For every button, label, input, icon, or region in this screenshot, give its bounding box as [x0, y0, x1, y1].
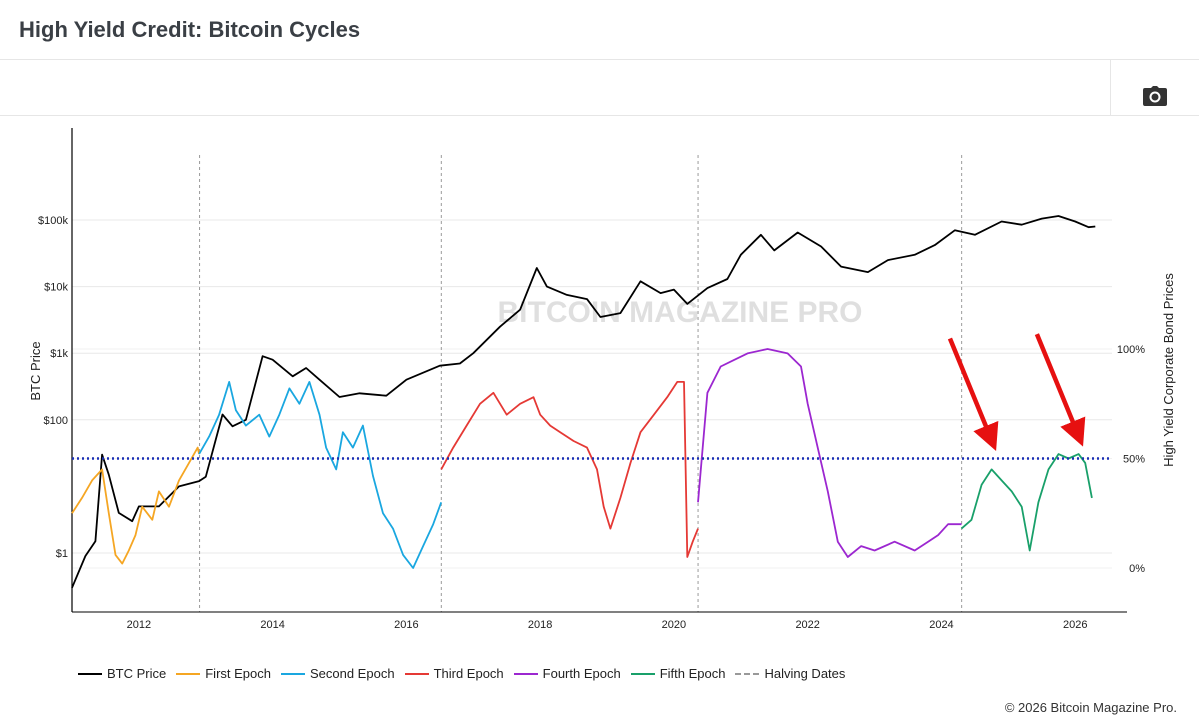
legend-label: Fifth Epoch	[659, 666, 726, 681]
legend-item-first-epoch[interactable]: First Epoch	[176, 666, 271, 681]
watermark-logo: BITCOIN MAGAZINE PRO	[498, 296, 863, 329]
chart-header: High Yield Credit: Bitcoin Cycles	[0, 0, 1199, 60]
x-tick-label: 2018	[528, 619, 552, 631]
horizontal-gridlines	[72, 219, 1112, 569]
legend-label: Second Epoch	[309, 666, 395, 681]
legend-swatch	[176, 672, 201, 675]
y-axis-label-left: BTC Price	[28, 341, 43, 400]
legend-label: BTC Price	[107, 666, 167, 681]
series-lines	[71, 215, 1096, 589]
x-tick-label: 2012	[127, 619, 151, 631]
legend-swatch	[78, 672, 102, 675]
legend-label: Fourth Epoch	[542, 666, 621, 681]
legend-item-btc-price[interactable]: BTC Price	[78, 666, 166, 681]
y-tick-label-right: 50%	[1123, 454, 1145, 466]
toolbar-divider	[1110, 60, 1111, 116]
series-line-second-epoch	[198, 381, 443, 569]
series-line-first-epoch	[71, 446, 200, 565]
annotation-arrow	[1034, 333, 1086, 447]
x-tick-label: 2024	[929, 619, 953, 631]
y-axis-label-right: High Yield Corporate Bond Prices	[1161, 273, 1176, 467]
series-line-third-epoch	[440, 381, 699, 558]
legend-label: Halving Dates	[764, 666, 846, 681]
x-tick-label: 2020	[662, 619, 686, 631]
legend-item-halving-dates[interactable]: Halving Dates	[735, 666, 845, 681]
y-tick-label-left: $100k	[38, 215, 68, 227]
series-line-btc-price	[71, 215, 1096, 589]
y-tick-label-left: $10k	[44, 282, 68, 294]
x-tick-label: 2014	[260, 619, 284, 631]
y-tick-label-left: $1k	[50, 348, 68, 360]
x-tick-label: 2026	[1063, 619, 1087, 631]
watermark-text: BITCOIN MAGAZINE PRO	[498, 296, 863, 329]
legend-item-fourth-epoch[interactable]: Fourth Epoch	[513, 666, 621, 681]
y-tick-label-right: 0%	[1129, 563, 1145, 575]
legend-swatch	[735, 672, 760, 675]
y-tick-label-left: $1	[56, 548, 68, 560]
annotation-arrow	[947, 337, 999, 451]
legend-swatch	[280, 672, 305, 675]
legend-swatch	[513, 672, 538, 675]
series-line-fifth-epoch	[960, 453, 1093, 552]
copyright-footer: © 2026 Bitcoin Magazine Pro.	[1004, 700, 1177, 715]
legend-swatch	[630, 672, 655, 675]
tick-labels: 2012 2014 2016 2018 2020 2022 2024 2026 $1 $100 $1…	[38, 215, 1145, 631]
chart-plot: BITCOIN MAGAZINE PRO 2012 2014 2016 2018 202…	[28, 128, 1176, 631]
chart-title: High Yield Credit: Bitcoin Cycles	[19, 17, 361, 42]
legend-item-second-epoch[interactable]: Second Epoch	[280, 666, 395, 681]
series-line-fourth-epoch	[697, 348, 962, 558]
camera-icon[interactable]	[1143, 86, 1167, 106]
legend-label: Third Epoch	[433, 666, 504, 681]
halving-lines	[199, 155, 963, 612]
axis-labels: BTC Price High Yield Corporate Bond Pric…	[28, 273, 1176, 467]
legend-item-fifth-epoch[interactable]: Fifth Epoch	[630, 666, 726, 681]
axes	[71, 128, 1127, 613]
legend-item-third-epoch[interactable]: Third Epoch	[404, 666, 504, 681]
x-tick-label: 2022	[795, 619, 819, 631]
legend-label: First Epoch	[205, 666, 271, 681]
annotation-arrows	[947, 333, 1086, 451]
y-tick-label-right: 100%	[1117, 344, 1145, 356]
chart-legend: BTC Price First Epoch Second Epoch Third Ep…	[78, 666, 855, 681]
y-tick-label-left: $100	[44, 415, 68, 427]
legend-swatch	[404, 672, 429, 675]
chart-toolbar	[0, 60, 1199, 116]
x-tick-label: 2016	[394, 619, 418, 631]
